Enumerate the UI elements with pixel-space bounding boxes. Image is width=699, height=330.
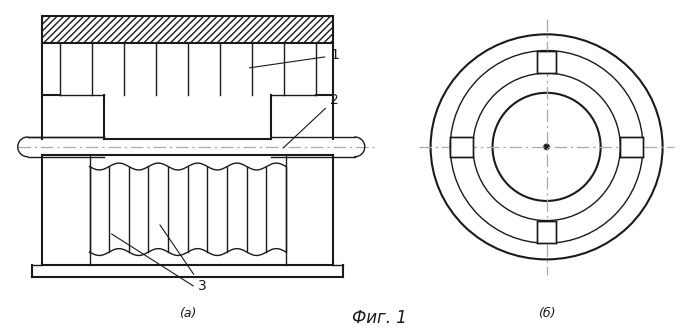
- Polygon shape: [450, 137, 473, 157]
- Polygon shape: [43, 16, 333, 43]
- Text: Фиг. 1: Фиг. 1: [352, 309, 407, 327]
- Text: 1: 1: [250, 49, 339, 68]
- Text: (a): (a): [179, 308, 196, 320]
- Text: 2: 2: [283, 93, 339, 148]
- Circle shape: [544, 144, 549, 150]
- Polygon shape: [620, 137, 643, 157]
- Text: 3: 3: [160, 225, 206, 293]
- Polygon shape: [537, 50, 556, 73]
- Polygon shape: [537, 220, 556, 243]
- Text: (б): (б): [538, 308, 555, 320]
